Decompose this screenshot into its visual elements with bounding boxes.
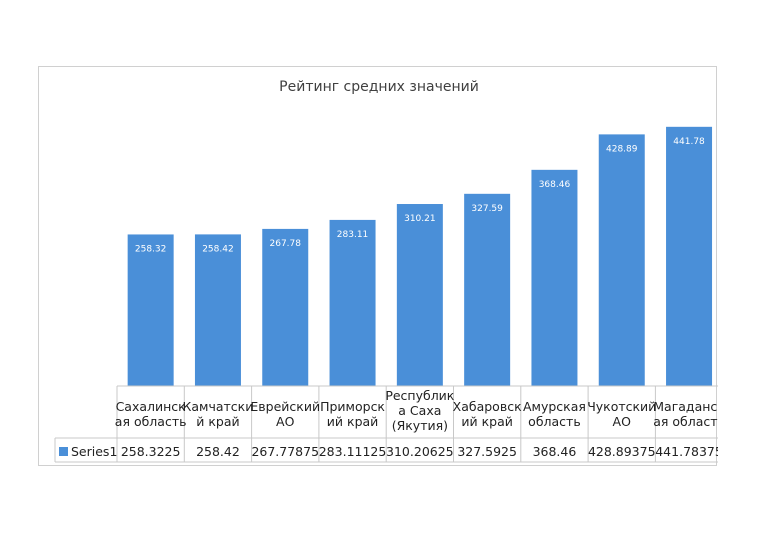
chart-frame: Рейтинг средних значений 258.32 258.42 267… — [38, 66, 718, 466]
bar — [531, 169, 578, 386]
table-value: 428.89375 — [588, 444, 656, 459]
bar — [262, 228, 309, 386]
table-value: 258.3225 — [121, 444, 181, 459]
table-value: 283.11125 — [319, 444, 387, 459]
category-label: Приморск ий край — [320, 399, 385, 429]
bar — [666, 126, 713, 387]
table-value: 327.5925 — [457, 444, 517, 459]
bar-chart: Рейтинг средних значений 258.32 258.42 267… — [54, 79, 718, 463]
bar — [464, 193, 511, 386]
category-label: Республик а Саха (Якутия) — [385, 388, 454, 433]
table-value: 267.77875 — [251, 444, 319, 459]
table-value: 368.46 — [533, 444, 577, 459]
bar — [329, 219, 376, 386]
bar — [127, 234, 174, 386]
category-label: Еврейский АО — [250, 399, 320, 429]
category-label: Чукотский АО — [587, 399, 656, 429]
category-label: Сахалинск ая область — [115, 399, 187, 429]
category-label: Хабаровск ий край — [453, 399, 522, 429]
category-label: Камчатски й край — [183, 399, 254, 429]
bar — [396, 204, 443, 386]
data-label: 368.46 — [539, 180, 571, 190]
legend-series-name: Series1 — [71, 444, 117, 459]
legend-key — [59, 447, 68, 456]
bar — [598, 134, 645, 386]
data-label: 258.32 — [135, 244, 167, 254]
data-label: 441.78 — [673, 137, 705, 147]
data-labels-group: 258.32 258.42 267.78 283.11 310.21 327.59 368.… — [135, 137, 705, 255]
data-label: 258.42 — [202, 244, 234, 254]
category-label: Амурская область — [523, 399, 586, 429]
table-value: 258.42 — [196, 444, 240, 459]
bars-group — [127, 126, 713, 387]
bar — [194, 234, 241, 386]
data-label: 267.78 — [270, 239, 302, 249]
data-label: 283.11 — [337, 230, 369, 240]
table-value: 310.20625 — [386, 444, 454, 459]
table-value: 441.78375 — [655, 444, 718, 459]
data-label: 428.89 — [606, 144, 638, 154]
category-label: Магаданск ая область — [653, 399, 718, 429]
data-label: 327.59 — [471, 204, 503, 214]
chart-title: Рейтинг средних значений — [279, 79, 479, 95]
data-label: 310.21 — [404, 214, 436, 224]
